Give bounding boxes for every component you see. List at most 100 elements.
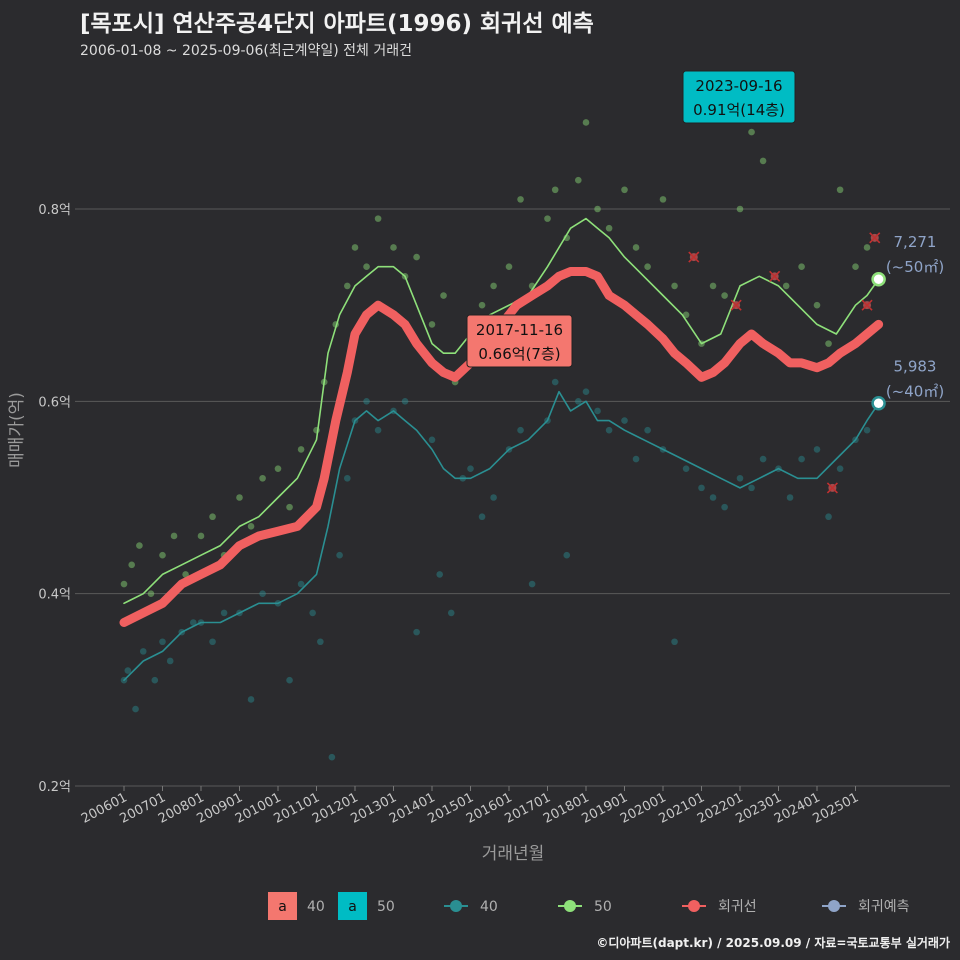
scatter-point-50 [197, 532, 205, 540]
scatter-point-40 [151, 676, 159, 684]
regression-marker-x [861, 299, 873, 311]
scatter-point-50 [748, 128, 755, 136]
scatter-point-40 [124, 667, 132, 674]
scatter-point-50 [659, 196, 667, 203]
grid-lines [75, 208, 950, 787]
scatter-point-40 [317, 638, 324, 646]
scatter-point-50 [644, 263, 651, 271]
legend-area-key [338, 892, 367, 920]
end-point-value: 7,271 [894, 233, 937, 251]
scatter-point-40 [621, 417, 628, 424]
caption: ©디아파트(dapt.kr) / 2025.09.09 / 자료=국토교통부 실… [596, 936, 950, 950]
scatter-point-40 [786, 494, 794, 501]
callout-date: 2017-11-16 [476, 321, 563, 339]
scatter-point-40 [166, 657, 174, 665]
legend-area-letter: a [348, 899, 357, 915]
end-point-marker [871, 396, 886, 411]
scatter-point-40 [563, 551, 571, 559]
legend-line-label: 회귀예측 [858, 899, 910, 915]
legend-area-label: 50 [377, 899, 395, 915]
scatter-point-50 [517, 196, 524, 203]
legend-line-dot [450, 900, 462, 912]
callouts: 2017-11-16 0.66억(7층) 2023-09-16 0.91억(14층) [466, 70, 796, 368]
end-point-area: (~50㎡) [886, 258, 944, 276]
regression-marker-x [826, 482, 838, 494]
scatter-point-40 [759, 455, 767, 463]
scatter-point-50 [836, 186, 844, 194]
scatter-point-40 [709, 494, 717, 501]
y-tick-label: 0.4억 [38, 588, 71, 603]
scatter-point-50 [813, 301, 821, 309]
scatter-point-50 [575, 176, 582, 184]
y-tick-label: 0.8억 [38, 203, 71, 218]
regression-marker-x [730, 299, 742, 311]
scatter-point-50 [247, 523, 255, 530]
regression-marker-x [869, 232, 881, 244]
scatter-point-50 [759, 157, 767, 165]
scatter-point-50 [374, 215, 382, 222]
scatter-point-40 [644, 426, 651, 434]
scatter-point-50 [682, 311, 690, 319]
scatter-point-40 [139, 648, 147, 655]
scatter-point-50 [344, 282, 351, 290]
scatter-point-40 [467, 465, 474, 472]
legend-area-label: 40 [307, 899, 325, 915]
scatter-point-50 [136, 542, 143, 549]
scatter-point-40 [436, 571, 444, 578]
callout-price: 0.91억(14층) [693, 101, 785, 119]
scatter-point-40 [813, 446, 821, 453]
scatter-point-40 [190, 619, 197, 626]
scatter-point-40 [309, 609, 316, 617]
scatter-point-40 [582, 388, 590, 396]
scatter-point-50 [286, 503, 293, 511]
scatter-point-40 [286, 676, 293, 684]
scatter-point-40 [344, 474, 351, 482]
chart-title: [목포시] 연산주공4단지 아파트(1996) 회귀선 예측 [80, 11, 594, 37]
scatter-point-50 [351, 244, 359, 251]
scatter-point-50 [551, 186, 559, 194]
scatter-point-50 [505, 263, 513, 271]
scatter-point-40 [478, 513, 486, 521]
legend-area-key [268, 892, 297, 920]
scatter-point-50 [120, 580, 128, 588]
legend-line-dot [828, 900, 840, 912]
scatter-point-40 [698, 484, 705, 492]
series-line-40 [123, 390, 880, 681]
x-axis-title: 거래년월 [482, 844, 545, 864]
chart-subtitle: 2006-01-08 ~ 2025-09-06(최근계약일) 전체 거래건 [80, 43, 412, 59]
scatter-point-40 [836, 465, 844, 472]
scatter-point-50 [159, 551, 166, 559]
regression-marker-x [769, 270, 781, 282]
scatter-point-40 [413, 628, 420, 636]
scatter-point-40 [247, 696, 255, 703]
legend-line-dot [564, 900, 576, 912]
legend-line-label: 회귀선 [718, 899, 757, 915]
y-axis-ticks: 0.2억 0.4억 0.6억 0.8억 [38, 203, 71, 795]
scatter-point-40 [798, 455, 805, 463]
scatter-point-50 [209, 513, 216, 521]
scatter-point-50 [297, 446, 305, 453]
scatter-point-40 [363, 398, 370, 405]
scatter-point-50 [236, 494, 243, 501]
scatter-point-50 [128, 561, 135, 569]
callout-price: 0.66억(7층) [478, 345, 560, 363]
scatter-point-40 [736, 474, 744, 482]
scatter-point-50 [428, 321, 436, 328]
scatter-point-50 [440, 292, 447, 299]
scatter-point-50 [709, 282, 717, 290]
scatter-point-40 [575, 398, 582, 405]
scatter-point-50 [259, 474, 266, 482]
scatter-point-50 [490, 282, 497, 290]
legend-line-dot [688, 900, 700, 912]
scatter-point-50 [478, 301, 486, 309]
scatter-point-40 [748, 484, 755, 492]
scatter-point-50 [544, 215, 551, 222]
scatter-point-50 [363, 263, 370, 271]
end-point-area: (~40㎡) [886, 382, 944, 400]
scatter-point-40 [447, 609, 455, 617]
regression-marker-x [688, 251, 700, 263]
callout-box [682, 70, 796, 124]
callout-date: 2023-09-16 [695, 77, 782, 95]
legend-area-letter: a [278, 899, 287, 915]
